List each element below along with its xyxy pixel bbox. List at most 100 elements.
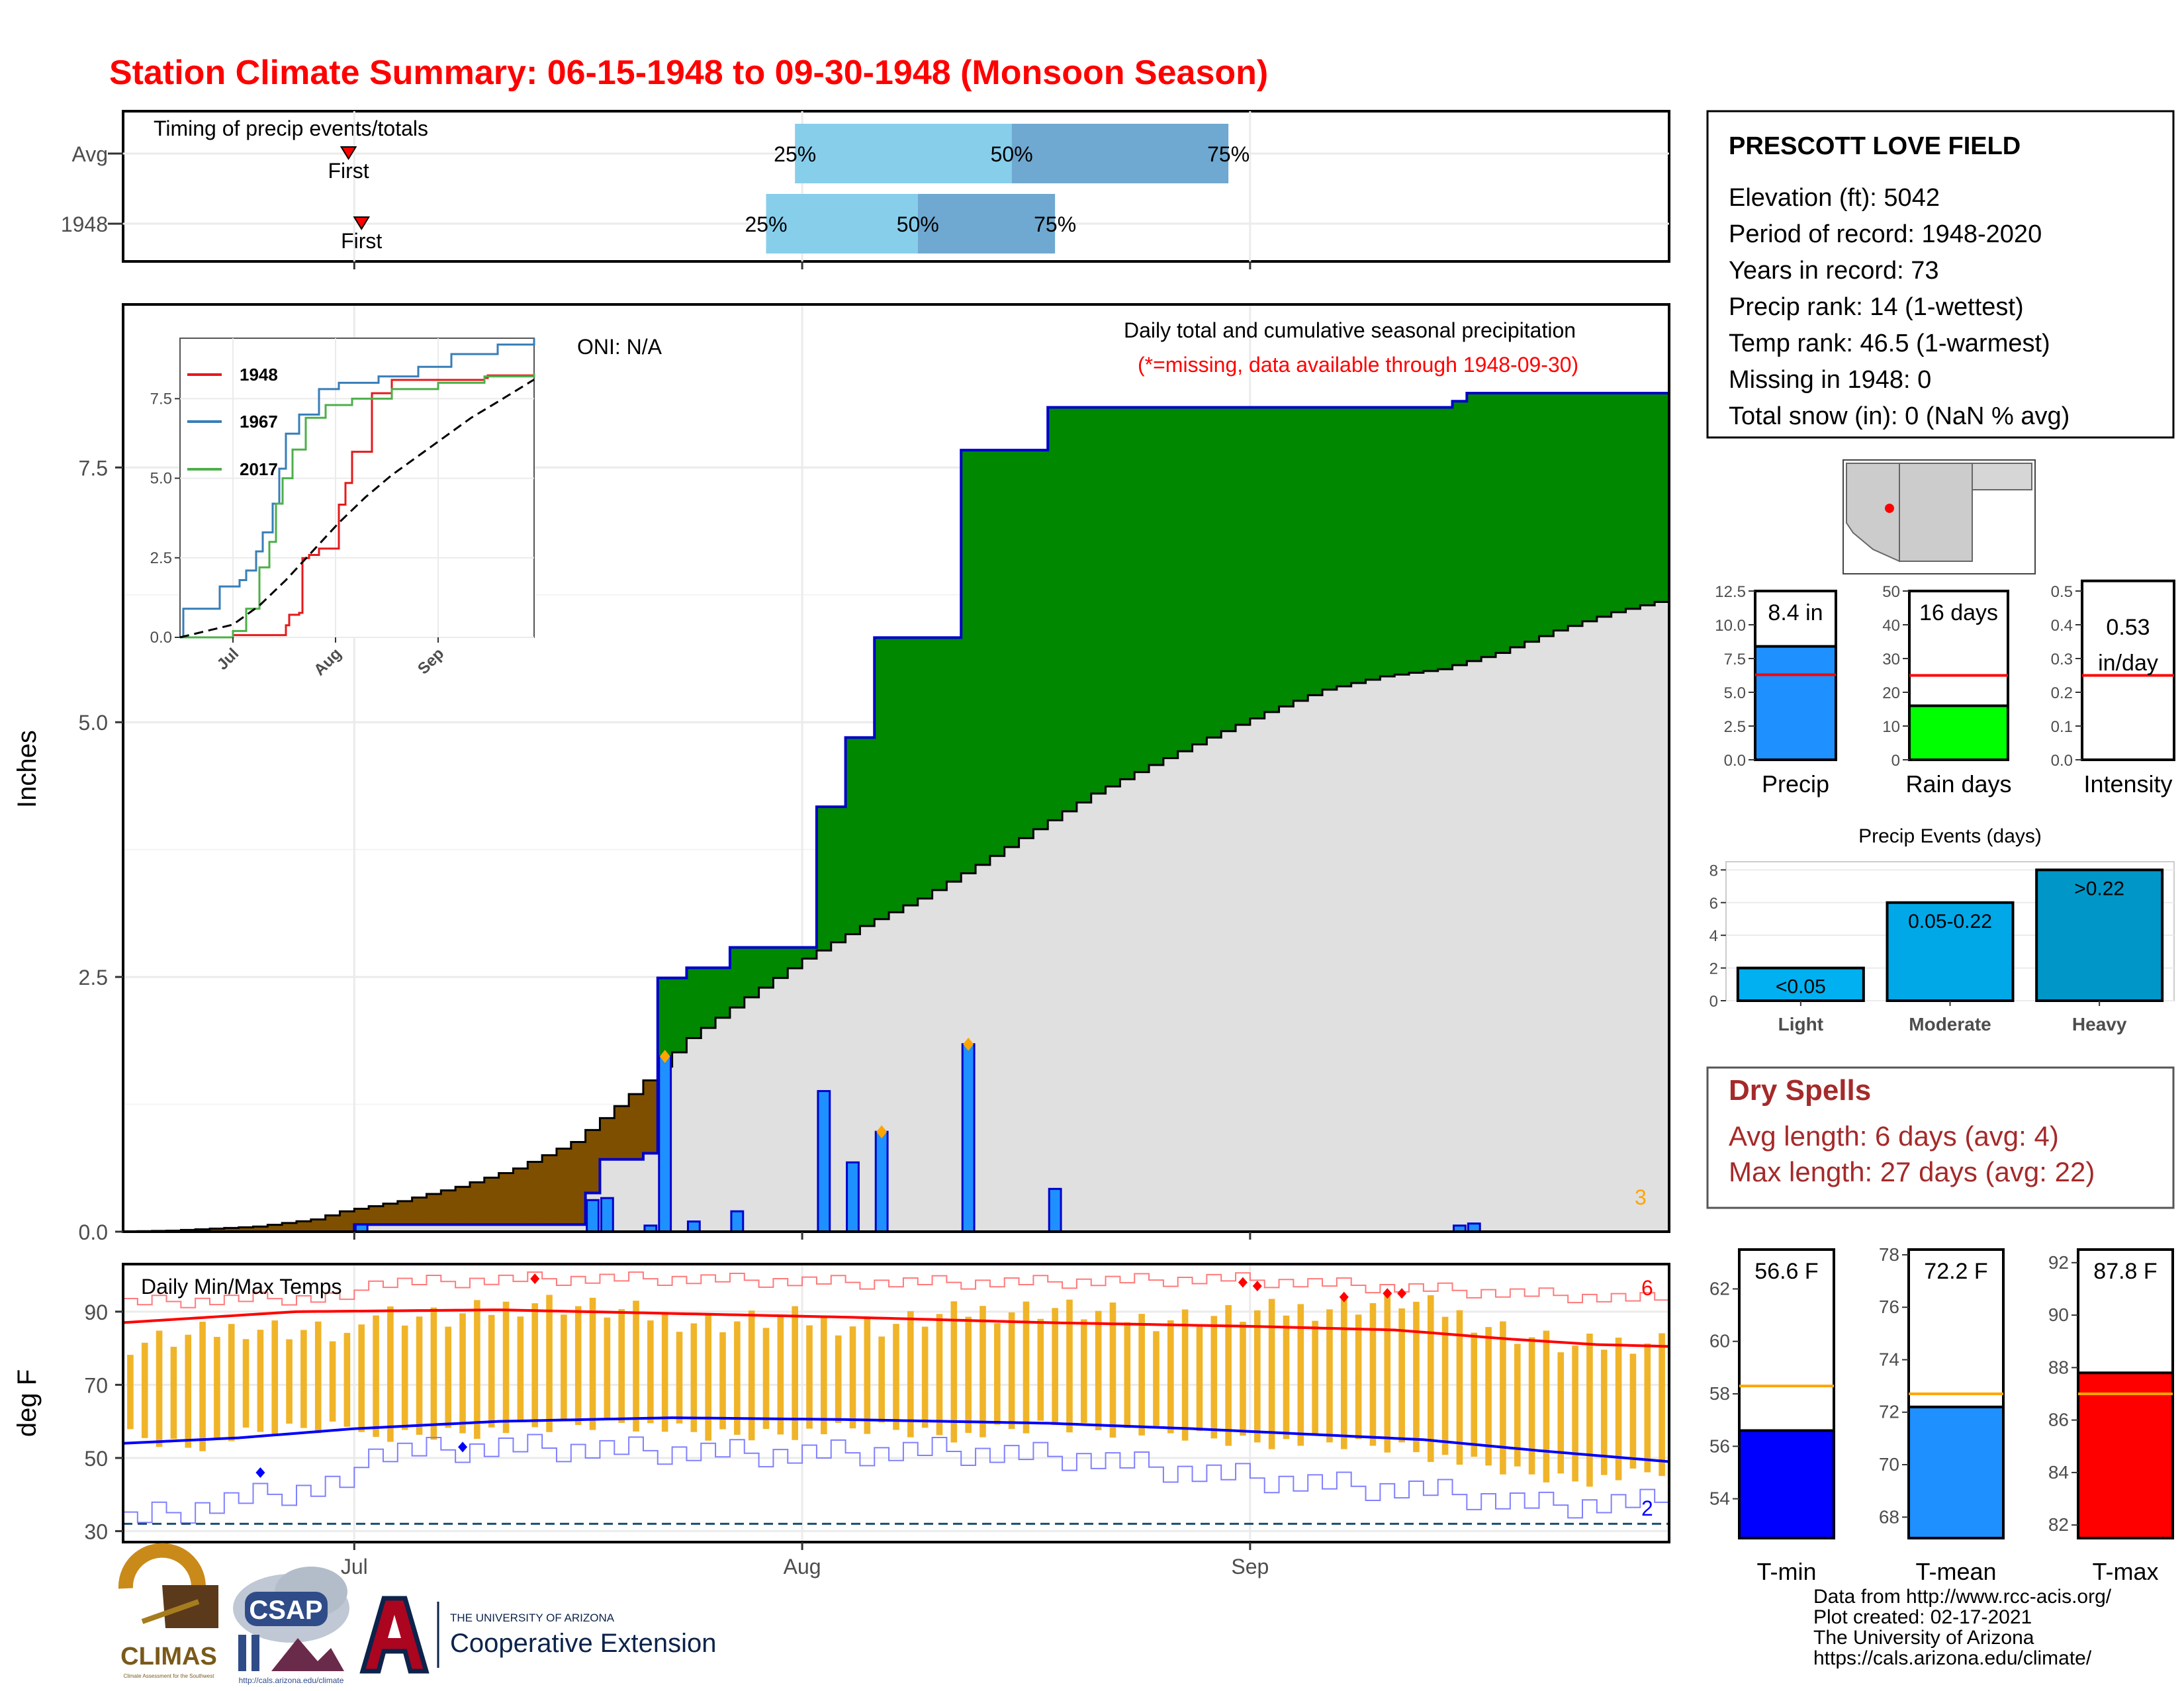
below-average-area-segment bbox=[354, 1209, 369, 1224]
below-average-area-segment bbox=[586, 1130, 600, 1193]
above-average-area-segment bbox=[1597, 393, 1612, 617]
above-average-area-segment bbox=[773, 947, 788, 978]
credit-line: https://cals.arizona.edu/climate/ bbox=[1813, 1647, 2092, 1669]
inset-y-tick-label: 7.5 bbox=[150, 390, 172, 408]
daily-temperature-bar bbox=[214, 1337, 220, 1438]
mini_tmax-value-label: 87.8 F bbox=[2093, 1259, 2157, 1284]
daily-temperature-bar bbox=[1283, 1316, 1290, 1440]
daily-temperature-bar bbox=[1124, 1322, 1131, 1428]
inset-y-tick-label: 0.0 bbox=[150, 629, 172, 647]
above-average-area-segment bbox=[1019, 450, 1034, 838]
daily-temperature-bar bbox=[719, 1332, 726, 1430]
credit-line: The University of Arizona bbox=[1813, 1627, 2034, 1649]
daily-precip-bar bbox=[962, 1044, 974, 1232]
precip-y-tick-label: 5.0 bbox=[79, 711, 108, 735]
precip-events-title: Precip Events (days) bbox=[1858, 825, 2042, 847]
timing-first-label: First bbox=[328, 159, 369, 183]
daily-temperature-bar bbox=[171, 1347, 177, 1439]
mini_tmin-y-tick-label: 54 bbox=[1709, 1488, 1730, 1509]
mini_precip-value-bar bbox=[1755, 647, 1836, 760]
daily-temperature-bar bbox=[387, 1306, 394, 1442]
daily-temperature-bar bbox=[1052, 1308, 1058, 1425]
mini_precip-y-tick-label: 5.0 bbox=[1724, 684, 1746, 702]
below-average-area-segment bbox=[542, 1156, 557, 1225]
timing-q75-label: 75% bbox=[1034, 212, 1076, 236]
above-average-area-segment bbox=[802, 947, 817, 958]
above-average-area-segment bbox=[1120, 407, 1134, 779]
above-average-area-segment bbox=[933, 637, 947, 890]
daily-temperature-bar bbox=[1630, 1353, 1637, 1469]
below-average-area-segment bbox=[398, 1201, 412, 1224]
station-detail-line: Precip rank: 14 (1-wettest) bbox=[1729, 293, 2024, 321]
daily-temperature-bar bbox=[1167, 1320, 1174, 1434]
daily-temperature-bar bbox=[344, 1333, 351, 1427]
daily-temperature-bar bbox=[1457, 1310, 1463, 1465]
daily-temperature-bar bbox=[1398, 1308, 1405, 1442]
daily-temperature-bar bbox=[1254, 1310, 1261, 1443]
above-average-area-segment bbox=[1250, 407, 1265, 718]
above-average-area-segment bbox=[903, 637, 918, 905]
daily-temperature-bar bbox=[1240, 1322, 1246, 1436]
mini_intensity-y-tick-label: 0.2 bbox=[2051, 684, 2073, 702]
daily-precip-bar bbox=[876, 1132, 887, 1232]
daily-temperature-bar bbox=[561, 1314, 567, 1420]
daily-temperature-bar bbox=[1413, 1302, 1420, 1452]
mini_raindays-title: Rain days bbox=[1905, 770, 2011, 798]
daily-temperature-bar bbox=[979, 1306, 986, 1437]
daily-temperature-bar bbox=[531, 1303, 538, 1427]
above-average-area-segment bbox=[1265, 407, 1279, 711]
mini_intensity-y-tick-label: 0.3 bbox=[2051, 651, 2073, 668]
ua-logo-big-text: Cooperative Extension bbox=[450, 1629, 716, 1658]
daily-temperature-bar bbox=[199, 1322, 206, 1451]
dry-spells-max-length: Max length: 27 days (avg: 22) bbox=[1729, 1156, 2095, 1187]
mini_tmin-y-tick-label: 56 bbox=[1709, 1436, 1730, 1456]
daily-temperature-bar bbox=[315, 1322, 322, 1434]
state-new-mexico-shape bbox=[1899, 463, 1972, 561]
daily-temperature-bar bbox=[864, 1318, 871, 1434]
daily-temperature-bar bbox=[243, 1339, 250, 1428]
above-average-area-segment bbox=[1221, 407, 1236, 731]
below-average-area-segment bbox=[629, 1094, 643, 1160]
station-detail-line: Period of record: 1948-2020 bbox=[1729, 220, 2042, 248]
above-average-area-segment bbox=[1134, 407, 1149, 772]
below-average-area-segment bbox=[470, 1182, 484, 1224]
daily-temperature-bar bbox=[431, 1308, 437, 1440]
ua-logo-small-text: THE UNIVERSITY OF ARIZONA bbox=[450, 1612, 615, 1624]
below-average-area-segment bbox=[340, 1211, 354, 1232]
mini_tmax-y-tick-label: 82 bbox=[2048, 1514, 2069, 1535]
temperature-y-tick-label: 50 bbox=[84, 1447, 108, 1471]
temperature-x-tick-label: Jul bbox=[341, 1555, 368, 1578]
daily-temperature-bar bbox=[257, 1330, 264, 1432]
below-average-area-segment bbox=[643, 1080, 658, 1153]
inset-legend-1967-label: 1967 bbox=[240, 412, 278, 432]
precip-events-category-label: Light bbox=[1778, 1014, 1823, 1034]
daily-precip-bar bbox=[601, 1198, 613, 1232]
daily-temperature-bar bbox=[1341, 1298, 1347, 1449]
above-average-area-segment bbox=[990, 450, 1005, 856]
daily-temperature-bar bbox=[1471, 1333, 1477, 1457]
csap-logo-url: http://cals.arizona.edu/climate bbox=[239, 1676, 344, 1685]
above-average-area-segment bbox=[715, 968, 730, 1017]
dry-spells-title: Dry Spells bbox=[1729, 1074, 1871, 1107]
above-average-area-segment bbox=[1453, 401, 1467, 665]
temperature-panel-title: Daily Min/Max Temps bbox=[141, 1275, 341, 1299]
above-average-area-segment bbox=[1236, 407, 1250, 725]
below-average-area-segment bbox=[412, 1197, 427, 1224]
mini_tmax-y-tick-label: 86 bbox=[2048, 1410, 2069, 1430]
daily-temperature-bar bbox=[546, 1295, 553, 1432]
daily-temperature-bar bbox=[445, 1327, 451, 1428]
timing-q50-label: 50% bbox=[991, 142, 1033, 166]
timing-row-label: Avg bbox=[71, 142, 108, 166]
daily-precip-bar bbox=[659, 1056, 671, 1232]
timing-title: Timing of precip events/totals bbox=[154, 116, 428, 140]
below-average-area-segment bbox=[455, 1187, 470, 1224]
mini_intensity-value-unit: in/day bbox=[2098, 651, 2158, 676]
below-average-area-segment bbox=[369, 1207, 383, 1225]
daily-temperature-bar bbox=[676, 1332, 683, 1424]
station-detail-line: Years in record: 73 bbox=[1729, 257, 1939, 285]
credits: Data from http://www.rcc-acis.org/Plot c… bbox=[1813, 1586, 2112, 1669]
above-average-area-segment bbox=[961, 450, 976, 873]
daily-temperature-bar bbox=[127, 1355, 134, 1429]
